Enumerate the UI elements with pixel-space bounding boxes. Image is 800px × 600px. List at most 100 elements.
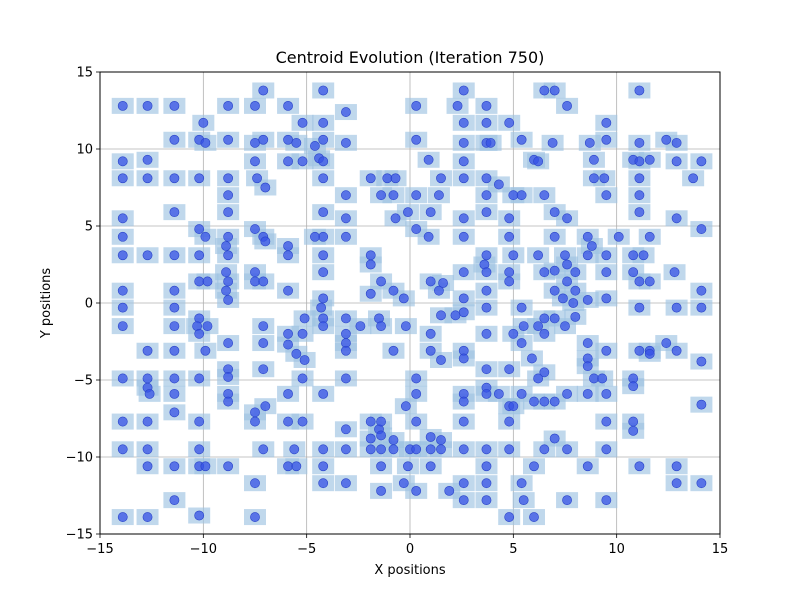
centroid-point: [194, 173, 205, 184]
centroid-point: [562, 444, 572, 455]
centroid-point: [283, 388, 293, 399]
centroid-point: [200, 137, 211, 148]
centroid-point: [696, 302, 707, 313]
centroid-point: [634, 302, 645, 313]
centroid-point: [221, 241, 231, 251]
centroid-point: [260, 236, 271, 247]
centroid-point: [250, 224, 260, 234]
centroid-point: [365, 288, 376, 299]
centroid-point: [194, 510, 205, 521]
centroid-point: [638, 250, 649, 261]
centroid-point: [434, 190, 444, 201]
centroid-point: [142, 461, 153, 472]
centroid-point: [283, 241, 293, 251]
centroid-point: [529, 396, 539, 407]
centroid-point: [582, 295, 593, 305]
y-tick-label: 5: [85, 220, 93, 235]
centroid-point: [481, 285, 492, 296]
centroid-point: [169, 388, 180, 399]
centroid-point: [411, 224, 422, 234]
centroid-point: [481, 250, 492, 261]
centroid-point: [516, 388, 527, 399]
x-tick-label: −15: [86, 542, 113, 557]
centroid-point: [508, 401, 519, 412]
centroid-point: [481, 478, 492, 489]
centroid-point: [582, 361, 593, 372]
centroid-point: [117, 302, 128, 313]
centroid-point: [601, 117, 612, 128]
centroid-point: [481, 388, 492, 399]
centroid-point: [696, 224, 707, 234]
centroid-point: [169, 285, 180, 296]
centroid-point: [562, 100, 572, 111]
centroid-point: [504, 117, 515, 128]
x-tick-label: −5: [297, 542, 316, 557]
centroid-point: [601, 267, 612, 278]
centroid-point: [411, 444, 422, 455]
y-tick-label: −10: [66, 451, 93, 466]
centroid-point: [411, 100, 422, 111]
centroid-point: [169, 373, 180, 384]
y-tick-label: −5: [74, 374, 93, 389]
centroid-point: [529, 461, 539, 472]
centroid-point: [436, 355, 446, 365]
centroid-point: [493, 388, 504, 399]
centroid-point: [365, 416, 376, 427]
centroid-point: [403, 461, 413, 472]
centroid-point: [223, 207, 234, 218]
centroid-point: [601, 495, 612, 506]
centroid-point: [425, 432, 436, 442]
centroid-point: [539, 190, 550, 201]
centroid-point: [425, 207, 436, 218]
centroid-point: [318, 156, 329, 167]
centroid-point: [562, 259, 572, 270]
centroid-point: [634, 137, 645, 148]
centroid-point: [688, 173, 699, 184]
centroid-point: [549, 433, 560, 444]
centroid-point: [458, 353, 469, 364]
centroid-point: [376, 485, 386, 496]
centroid-point: [194, 224, 205, 234]
centroid-point: [194, 328, 205, 339]
centroid-point: [341, 137, 351, 148]
centroid-point: [223, 173, 234, 184]
centroid-point: [634, 345, 645, 356]
centroid-point: [628, 250, 639, 261]
centroid-point: [117, 321, 128, 331]
centroid-point: [458, 231, 469, 242]
centroid-point: [601, 293, 612, 304]
centroid-point: [539, 396, 550, 407]
centroid-point: [250, 267, 260, 278]
centroid-point: [117, 512, 128, 522]
centroid-point: [376, 430, 386, 441]
centroid-points: [117, 85, 707, 522]
centroid-point: [547, 137, 558, 148]
centroid-point: [634, 207, 645, 218]
centroid-point: [169, 461, 180, 472]
centroid-point: [425, 328, 436, 339]
centroid-point: [318, 134, 329, 145]
centroid-point: [582, 388, 593, 399]
x-tick-label: 10: [608, 542, 625, 557]
centroid-point: [258, 338, 269, 348]
centroid-point: [142, 373, 153, 384]
centroid-point: [570, 311, 581, 322]
centroid-point: [504, 364, 515, 375]
centroid-point: [504, 231, 515, 242]
centroid-point: [644, 154, 655, 165]
centroid-point: [458, 293, 469, 304]
centroid-point: [283, 339, 293, 350]
centroid-point: [411, 134, 422, 145]
centroid-point: [223, 461, 234, 472]
centroid-point: [316, 302, 327, 313]
centroid-point: [481, 100, 492, 111]
centroid-point: [508, 328, 519, 339]
centroid-point: [250, 512, 260, 522]
centroid-point: [223, 190, 234, 201]
centroid-point: [169, 495, 180, 506]
centroid-point: [425, 276, 436, 287]
centroid-point: [376, 416, 386, 427]
centroid-point: [117, 416, 128, 427]
centroid-point: [452, 100, 463, 111]
